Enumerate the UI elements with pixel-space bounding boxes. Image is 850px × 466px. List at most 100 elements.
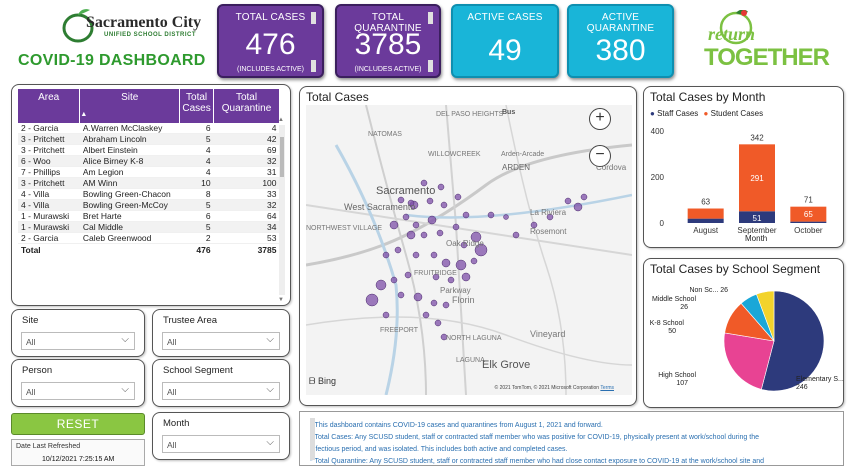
trustee-dropdown[interactable]: All ⌵ — [162, 332, 280, 350]
table-row[interactable]: 2 - Garcia Caleb Greenwood 2 53 — [18, 232, 280, 244]
refresh-value: 10/12/2021 7:25:15 AM — [42, 456, 115, 463]
x-axis-label: Month — [745, 234, 768, 243]
kpi-active-cases: ACTIVE CASES 49 — [451, 4, 559, 78]
bar-staff — [790, 221, 827, 223]
pie-label: High School — [658, 372, 696, 379]
cell-total-cases: 10 — [179, 177, 214, 189]
pie-label: Middle School — [652, 296, 696, 303]
table-scrollbar[interactable]: ▲ ▼ — [278, 117, 285, 303]
note-line: * Total Quarantine: Any SCUSD student, s… — [310, 458, 765, 465]
person-dropdown[interactable]: All ⌵ — [21, 382, 135, 400]
x-tick-label: September — [737, 226, 776, 235]
cell-total-cases: 5 — [179, 221, 214, 233]
month-filter: Month All ⌵ — [152, 412, 290, 460]
chevron-down-icon: ⌵ — [266, 437, 274, 448]
scroll-thumb[interactable] — [280, 137, 284, 177]
cell-total-cases: 8 — [179, 188, 214, 200]
cell-total-quarantine: 34 — [213, 221, 280, 233]
table-row[interactable]: 4 - Villa Bowling Green-McCoy 5 32 — [18, 199, 280, 211]
kpi-value: 476 — [245, 28, 296, 61]
table-body: 2 - Garcia A.Warren McClaskey 6 4 3 - Pritch… — [18, 123, 280, 244]
column-header-total-cases[interactable]: Total Cases — [179, 89, 215, 123]
cases-map[interactable]: DEL PASO HEIGHTS Bus NATOMAS Arden-Arcad… — [306, 105, 632, 395]
table-row[interactable]: 1 - Murawski Cal Middle 5 34 — [18, 221, 280, 233]
map-label: Cordova — [596, 163, 627, 172]
cell-site: Cal Middle — [79, 221, 180, 233]
trustee-filter-label: Trustee Area — [163, 315, 218, 326]
table-row[interactable]: 6 - Woo Alice Birney K-8 4 32 — [18, 155, 280, 167]
bing-logo: ᗷ Bing — [309, 376, 336, 387]
map-label: NORTH LAGUNA — [446, 335, 502, 342]
map-label: NORTHWEST VILLAGE — [306, 225, 382, 232]
month-legend: ● Staff Cases ● Student Cases — [650, 109, 763, 118]
table-row[interactable]: 4 - Villa Bowling Green-Chacon 8 33 — [18, 188, 280, 200]
segment-filter: School Segment All ⌵ — [152, 359, 290, 407]
bar-student — [790, 206, 827, 222]
pie-label: Elementary S... — [796, 376, 844, 383]
segment-dropdown[interactable]: All ⌵ — [162, 382, 280, 400]
table-row[interactable]: 1 - Murawski Bret Harte 6 64 — [18, 210, 280, 222]
table-row[interactable]: 3 - Pritchett Abraham Lincoln 5 42 — [18, 133, 280, 145]
cell-area: 4 - Villa — [18, 188, 80, 200]
column-header-area[interactable]: Area — [18, 89, 81, 123]
trustee-dropdown-value: All — [167, 337, 177, 347]
map-copyright: © 2021 TomTom, © 2021 Microsoft Corporat… — [495, 385, 614, 391]
notes-scrollbar[interactable] — [310, 418, 315, 460]
cell-site: Caleb Greenwood — [79, 232, 180, 244]
cell-total-cases: 6 — [179, 210, 214, 222]
map-label: FRUITRIDGE — [414, 270, 457, 277]
cell-area: 7 - Phillips — [18, 166, 80, 178]
sites-table-panel: Area Site ▲ Total Cases Total Quarantine … — [11, 84, 291, 306]
zoom-out-button[interactable]: − — [589, 145, 611, 167]
cell-site: Am Legion — [79, 166, 180, 178]
map-label: WILLOWCREEK — [428, 151, 481, 158]
table-row[interactable]: 7 - Phillips Am Legion 4 31 — [18, 166, 280, 178]
map-label: FREEPORT — [380, 327, 418, 334]
map-label: Sacramento — [376, 185, 436, 197]
site-dropdown[interactable]: All ⌵ — [21, 332, 135, 350]
bar-student-label: 65 — [804, 210, 813, 219]
terms-link[interactable]: Terms — [600, 385, 614, 391]
kpi-active-quarantine: ACTIVE QUARANTINE 380 — [567, 4, 674, 78]
scroll-up-icon[interactable]: ▲ — [278, 117, 284, 123]
cell-total-quarantine: 31 — [213, 166, 280, 178]
table-row[interactable]: 3 - Pritchett AM Winn 10 100 — [18, 177, 280, 189]
org-name: Sacramento City — [86, 14, 202, 31]
map-label: NATOMAS — [368, 131, 402, 138]
cell-total-cases: 6 — [179, 123, 214, 134]
case-markers[interactable] — [306, 105, 632, 395]
map-label: Parkway — [440, 286, 471, 295]
legend-student: Student Cases — [710, 109, 764, 118]
return-together-apple-icon — [719, 9, 753, 45]
bar-student — [687, 208, 724, 219]
total-spacer — [79, 243, 180, 256]
site-filter: Site All ⌵ — [11, 309, 145, 357]
cell-area: 4 - Villa — [18, 199, 80, 211]
cell-area: 3 - Pritchett — [18, 144, 80, 156]
total-cases: 476 — [179, 243, 214, 256]
table-row[interactable]: 2 - Garcia A.Warren McClaskey 6 4 — [18, 123, 280, 134]
cell-total-cases: 4 — [179, 166, 214, 178]
pie-slice — [723, 332, 775, 390]
cell-area: 2 - Garcia — [18, 232, 80, 244]
pie-value: 246 — [796, 384, 808, 391]
kpi-title: TOTAL QUARANTINE — [354, 12, 422, 34]
zoom-in-button[interactable]: + — [589, 108, 611, 130]
month-dropdown[interactable]: All ⌵ — [162, 435, 280, 453]
column-header-total-quarantine[interactable]: Total Quarantine — [213, 89, 280, 123]
table-row[interactable]: 3 - Pritchett Albert Einstein 4 69 — [18, 144, 280, 156]
reset-button[interactable]: RESET — [11, 413, 145, 435]
refresh-info: Date Last Refreshed 10/12/2021 7:25:15 A… — [11, 439, 145, 466]
bing-label: Bing — [318, 376, 337, 386]
column-header-site[interactable]: Site ▲ — [79, 89, 181, 123]
scroll-down-icon[interactable]: ▼ — [278, 297, 284, 303]
district-logo: Sacramento City UNIFIED SCHOOL DISTRICT — [60, 2, 201, 48]
notes-panel: * This dashboard contains COVID-19 cases… — [299, 411, 844, 466]
cell-site: Alice Birney K-8 — [79, 155, 180, 167]
site-filter-label: Site — [22, 315, 39, 326]
cell-total-quarantine: 69 — [213, 144, 280, 156]
kpi-value: 380 — [595, 34, 646, 67]
pie-label: K-8 School — [650, 320, 685, 327]
person-filter-label: Person — [22, 365, 53, 376]
cases-by-segment-panel: Total Cases by School Segment Elementary… — [643, 258, 844, 408]
